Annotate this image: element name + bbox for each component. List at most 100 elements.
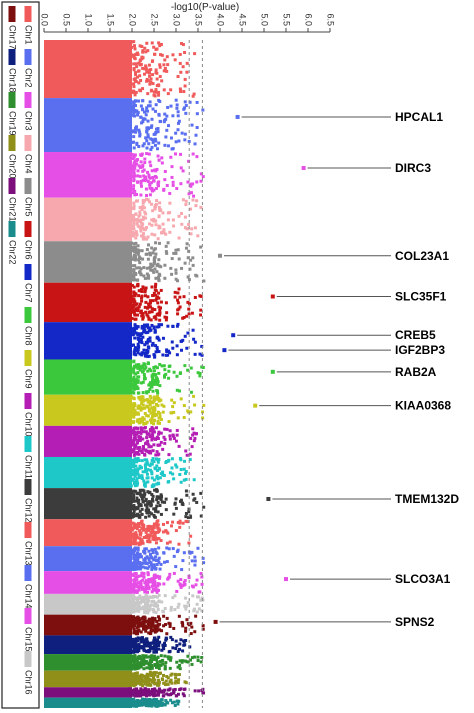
x-tick-label: 1.0 bbox=[84, 13, 94, 26]
point bbox=[162, 681, 166, 685]
point bbox=[131, 439, 135, 443]
point bbox=[127, 676, 131, 680]
point bbox=[153, 52, 157, 56]
point bbox=[129, 554, 133, 558]
point bbox=[142, 619, 146, 623]
point bbox=[143, 590, 147, 594]
point bbox=[141, 99, 145, 103]
point bbox=[145, 390, 149, 394]
point bbox=[140, 45, 144, 49]
point bbox=[127, 601, 131, 605]
point bbox=[150, 678, 154, 682]
point bbox=[134, 125, 138, 129]
point bbox=[166, 576, 170, 580]
point bbox=[130, 528, 134, 532]
point bbox=[138, 509, 142, 513]
point bbox=[165, 560, 169, 564]
point bbox=[134, 640, 138, 644]
point bbox=[153, 288, 157, 292]
point bbox=[144, 175, 148, 179]
point bbox=[152, 353, 156, 357]
point bbox=[159, 440, 163, 444]
point bbox=[145, 506, 149, 510]
point bbox=[133, 604, 137, 608]
gene-label: HPCAL1 bbox=[395, 110, 443, 124]
point bbox=[138, 58, 142, 62]
point bbox=[169, 656, 173, 660]
point bbox=[166, 459, 170, 463]
point bbox=[167, 688, 171, 692]
legend-item-chr1: Chr1 bbox=[24, 6, 34, 45]
point bbox=[134, 317, 138, 321]
point bbox=[184, 596, 188, 600]
point bbox=[132, 499, 136, 503]
point bbox=[147, 152, 151, 156]
point bbox=[139, 426, 143, 430]
point bbox=[154, 643, 158, 647]
point bbox=[132, 222, 136, 226]
point bbox=[133, 482, 137, 486]
point bbox=[165, 521, 169, 525]
point bbox=[141, 312, 145, 316]
x-axis: 0.0 0.5 1.0 1.5 2.0 2.5 3.0 3.5 4.0 4.5 5.0 5.5 6.0 6… bbox=[40, 2, 336, 33]
point bbox=[179, 480, 183, 484]
point bbox=[155, 397, 159, 401]
point bbox=[153, 406, 157, 410]
point bbox=[149, 620, 153, 624]
legend-swatch bbox=[24, 436, 32, 452]
x-tick-label: 6.5 bbox=[326, 13, 336, 26]
point bbox=[148, 655, 152, 659]
point bbox=[150, 218, 154, 222]
point bbox=[131, 620, 135, 624]
point bbox=[141, 395, 145, 399]
point bbox=[151, 449, 155, 453]
point bbox=[137, 164, 141, 168]
point bbox=[157, 588, 161, 592]
point bbox=[130, 675, 134, 679]
point bbox=[139, 533, 143, 537]
point bbox=[200, 582, 204, 586]
point bbox=[180, 348, 184, 352]
point bbox=[169, 136, 173, 140]
point bbox=[154, 531, 158, 535]
point bbox=[168, 191, 172, 195]
point bbox=[131, 306, 135, 310]
point bbox=[149, 563, 153, 567]
legend-label: Chr6 bbox=[24, 240, 34, 260]
point bbox=[147, 243, 151, 247]
point bbox=[187, 139, 191, 143]
point bbox=[163, 112, 167, 116]
legend-swatch bbox=[8, 221, 16, 237]
point bbox=[128, 192, 132, 196]
legend-swatch bbox=[24, 350, 32, 366]
point bbox=[157, 338, 161, 342]
point bbox=[131, 274, 135, 278]
point bbox=[155, 552, 159, 556]
point bbox=[169, 411, 173, 415]
legend-item-chr6: Chr6 bbox=[24, 221, 34, 260]
point bbox=[191, 492, 195, 496]
point bbox=[201, 175, 205, 179]
point bbox=[139, 104, 143, 108]
point bbox=[139, 636, 143, 640]
point bbox=[144, 212, 148, 216]
point bbox=[165, 632, 169, 636]
point bbox=[185, 242, 189, 246]
point bbox=[146, 276, 150, 280]
point bbox=[133, 93, 137, 97]
point bbox=[128, 333, 132, 337]
point bbox=[138, 405, 142, 409]
point bbox=[139, 531, 143, 535]
point bbox=[140, 476, 144, 480]
point bbox=[177, 121, 181, 125]
point bbox=[154, 186, 158, 190]
point bbox=[134, 558, 138, 562]
point bbox=[172, 512, 176, 516]
legend-item-chr9: Chr9 bbox=[24, 350, 34, 389]
point bbox=[132, 114, 136, 118]
point bbox=[146, 539, 150, 543]
point bbox=[141, 66, 145, 70]
point bbox=[152, 256, 156, 260]
legend-item-chr4: Chr4 bbox=[24, 135, 34, 174]
point bbox=[132, 377, 136, 381]
